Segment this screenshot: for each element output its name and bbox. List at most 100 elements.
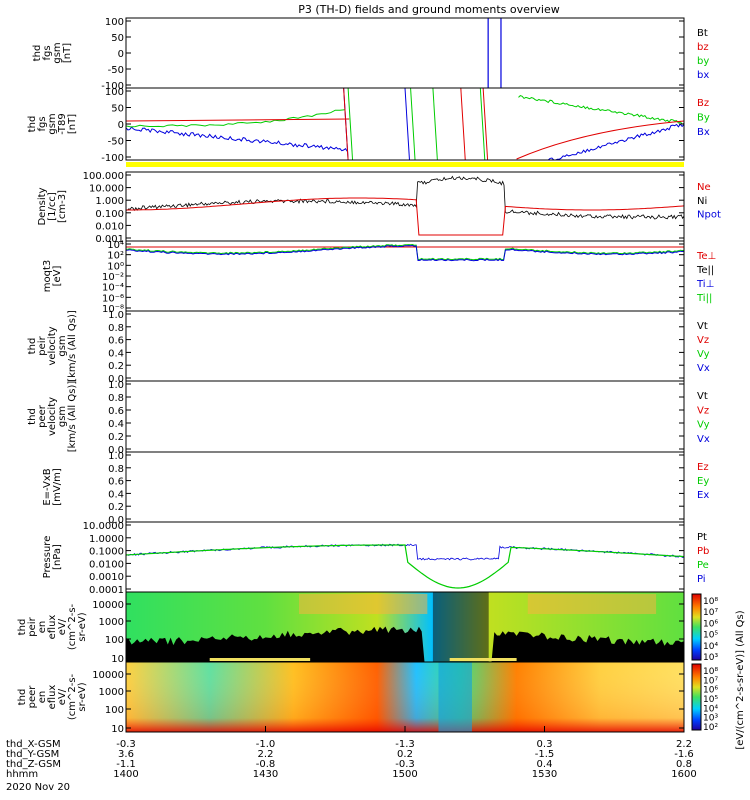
y-label-line: peer — [27, 685, 38, 709]
y-tick-label: 1.0 — [108, 310, 124, 321]
y-label-line: eV/ — [57, 618, 68, 635]
y-label-line: eflux — [47, 685, 58, 710]
legend-entry: Ti⊥ — [696, 279, 714, 290]
y-label-line: en — [37, 691, 48, 704]
y-tick-label: 10⁻⁶ — [102, 293, 124, 304]
y-tick-label: 0.8 — [108, 393, 124, 404]
panel-pressure: 10.0000 1.0000 0.10000.0100 0.0010 0.0001 Pre… — [42, 521, 709, 596]
By-series — [518, 95, 685, 125]
x-row-label: hhmm — [6, 769, 38, 780]
y-label-line: (cm^2-s- — [67, 673, 78, 720]
flag-bar — [449, 658, 517, 661]
x-row-label: thd_Y-GSM — [6, 749, 59, 760]
y-tick-label: 1.0 — [108, 380, 124, 391]
legend-entry: Ti|| — [696, 293, 712, 304]
y-label-line: thd — [27, 338, 38, 355]
spectrogram-low-energy — [126, 662, 684, 732]
field-rotation-trace — [432, 87, 438, 161]
y-tick-label: 10000 — [92, 670, 124, 681]
y-tick-label: 0.0 — [108, 445, 124, 456]
colorbar-tick-label: 10² — [703, 723, 718, 733]
legend-entry: Vt — [697, 391, 708, 402]
y-tick-label: -100 — [101, 81, 124, 92]
y-axis-label: Density [1/cc] [cm-3] — [37, 187, 68, 225]
y-label-line: thd — [17, 689, 28, 706]
legend-entry: by — [697, 56, 709, 67]
colorbar-tick-label: 10⁵ — [703, 631, 718, 641]
Ni-series — [125, 175, 685, 220]
x-row-value: 0.3 — [537, 739, 553, 750]
x-row-value: 0.2 — [397, 749, 413, 760]
field-rotation-trace — [343, 87, 349, 161]
field-rotation-trace — [347, 87, 354, 161]
flag-bar — [126, 162, 684, 167]
legend-entry: Vt — [697, 321, 708, 332]
y-tick-label: 50 — [111, 104, 124, 115]
y-label-line: gsm — [57, 335, 68, 356]
colorbar-tick-label: 10³ — [703, 714, 718, 724]
panel-frame — [125, 380, 685, 453]
y-tick-label: 10⁻² — [102, 272, 124, 283]
legend-entry: Vy — [697, 349, 710, 360]
x-row-value: 1530 — [532, 769, 557, 780]
y-label-line: [1/cc] — [47, 192, 58, 221]
colorbar — [691, 663, 702, 731]
y-label-line: eflux — [47, 615, 58, 640]
y-label-line: thd — [32, 45, 43, 62]
x-row-value: 0.8 — [676, 759, 692, 770]
x-row-value: 3.6 — [118, 749, 134, 760]
legend-entry: Bt — [697, 28, 708, 39]
legend-entry: Ni — [697, 196, 707, 207]
legend-entry: Vx — [697, 363, 710, 374]
y-tick-label: 100.000 — [83, 171, 124, 182]
y-tick-label: 0.1000 — [89, 547, 124, 558]
colorbar — [691, 593, 702, 661]
legend-entry: Ez — [697, 462, 709, 473]
y-tick-label: 0.4 — [108, 489, 124, 500]
y-tick-label: 100 — [105, 705, 124, 716]
y-tick-label: 10 — [111, 724, 124, 735]
y-tick-label: 0 — [118, 120, 124, 131]
x-row-value: -0.3 — [395, 759, 415, 770]
x-row-value: 2.2 — [258, 749, 274, 760]
y-axis-label: thd peir velocity gsm [km/s (All Qs)] — [27, 310, 78, 382]
colorbar-tick-label: 10³ — [703, 653, 718, 663]
y-label-line: -T89 — [57, 113, 68, 135]
x-row-value: 0.4 — [537, 759, 553, 770]
y-label-line: [nT] — [62, 43, 73, 63]
legend-entry: Npot — [697, 210, 721, 221]
y-tick-label: 0.0010 — [89, 572, 124, 583]
y-axis-label: thd fgs gsm -T89 [nT] — [27, 113, 78, 135]
y-label-line: fgs — [42, 45, 53, 60]
y-label-line: en — [37, 621, 48, 634]
y-tick-label: 0.6 — [108, 336, 124, 347]
field-rotation-trace — [479, 87, 486, 161]
legend-entry: Pb — [697, 546, 709, 557]
legend-entry: Pt — [697, 532, 707, 543]
panel-frame — [125, 521, 685, 593]
legend-entry: Pe — [697, 560, 709, 571]
y-tick-label: 0.2 — [108, 432, 124, 443]
y-label-line: velocity — [47, 326, 58, 365]
x-row-value: -0.8 — [256, 759, 276, 770]
y-tick-label: 0.2 — [108, 361, 124, 372]
spectrogram-band — [527, 594, 657, 614]
y-label-line: [cm-3] — [57, 190, 68, 223]
x-row-value: 1600 — [671, 769, 696, 780]
field-rotation-trace — [482, 87, 489, 161]
y-tick-label: 0 — [118, 49, 124, 60]
By-series — [125, 109, 345, 128]
Ne-series — [126, 197, 685, 236]
x-row-value: -1.1 — [116, 759, 136, 770]
panel-fgs_dip: 100 50 0 -50 -100 thd fgs gsm -T89 [nT] Bz By Bx — [27, 87, 710, 164]
colorbar-tick-label: 10⁴ — [703, 704, 718, 714]
y-tick-label: 1.0000 — [89, 534, 124, 545]
panel-peer_vel: 1.0 0.8 0.6 0.4 0.2 0.0 thd peer velocity gsm [km/… — [27, 380, 710, 456]
spectrogram-dropouts — [432, 592, 489, 662]
panel-fgs: 100 50 0 -50 -100 thd fgs gsm [nT] Bt bz by bx — [32, 17, 709, 92]
y-tick-label: 0.0001 — [89, 585, 124, 596]
colorbar-tick-label: 10⁸ — [703, 597, 718, 607]
colorbar-label-text: [eV/(cm^2-s-sr-eV)] (All Qs) — [735, 610, 746, 749]
y-label-line: [km/s (All Qs)] — [67, 381, 78, 453]
